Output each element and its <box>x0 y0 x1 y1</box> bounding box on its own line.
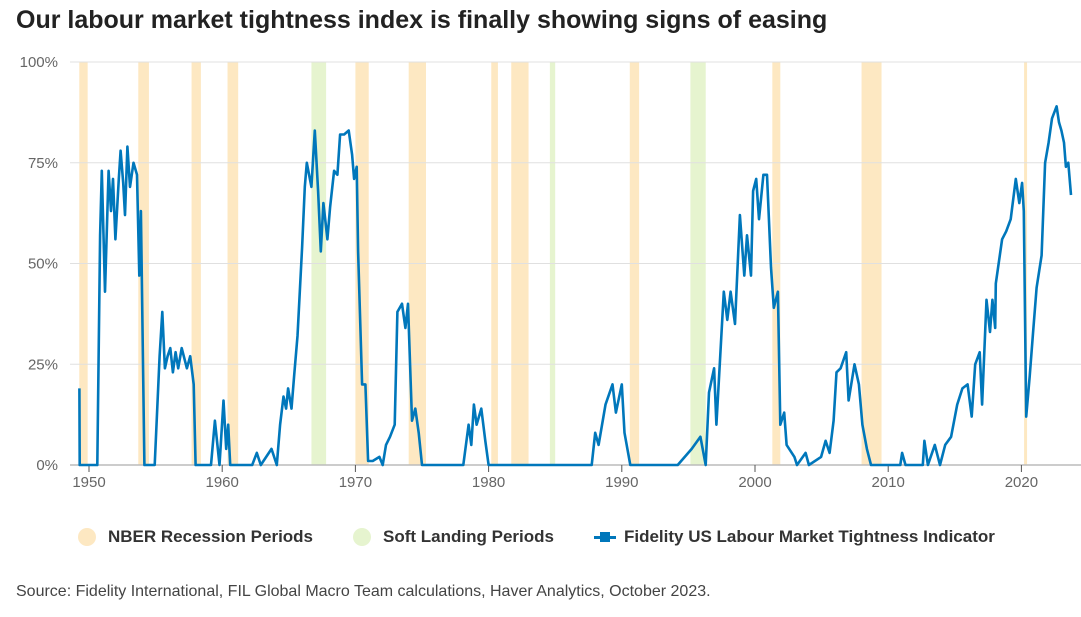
legend-item-soft-landing: Soft Landing Periods <box>353 527 554 547</box>
x-axis: 1950 1960 1970 1980 1990 2000 2010 2020 <box>72 465 1038 491</box>
chart-title: Our labour market tightness index is fin… <box>16 6 828 34</box>
y-axis: 0% 25% 50% 75% 100% <box>20 54 58 474</box>
y-tick-label: 0% <box>36 457 58 474</box>
x-tick-label: 2000 <box>738 474 771 491</box>
y-tick-label: 75% <box>28 155 58 172</box>
y-tick-label: 100% <box>20 54 58 71</box>
series-layer <box>78 105 1073 467</box>
recession-swatch-icon <box>78 528 96 546</box>
line-marker-icon <box>593 528 616 546</box>
legend-label: Soft Landing Periods <box>383 527 554 546</box>
x-tick-label: 2020 <box>1005 474 1038 491</box>
legend-item-indicator: Fidelity US Labour Market Tightness Indi… <box>593 527 995 547</box>
x-tick-label: 1980 <box>472 474 505 491</box>
soft-landing-swatch-icon <box>353 528 372 546</box>
y-tick-label: 50% <box>28 256 58 273</box>
x-tick-label: 2010 <box>872 474 905 491</box>
gridlines <box>70 61 1081 466</box>
x-tick-label: 1990 <box>605 474 638 491</box>
y-tick-label: 25% <box>28 356 58 373</box>
x-tick-label: 1950 <box>72 474 105 491</box>
legend-label: NBER Recession Periods <box>108 527 314 546</box>
source-note: Source: Fidelity International, FIL Glob… <box>16 583 711 600</box>
legend: NBER Recession Periods Soft Landing Peri… <box>78 527 1035 547</box>
legend-item-recession: NBER Recession Periods <box>78 527 313 547</box>
legend-label: Fidelity US Labour Market Tightness Indi… <box>623 527 995 546</box>
x-tick-label: 1960 <box>206 474 239 491</box>
x-tick-label: 1970 <box>339 474 372 491</box>
